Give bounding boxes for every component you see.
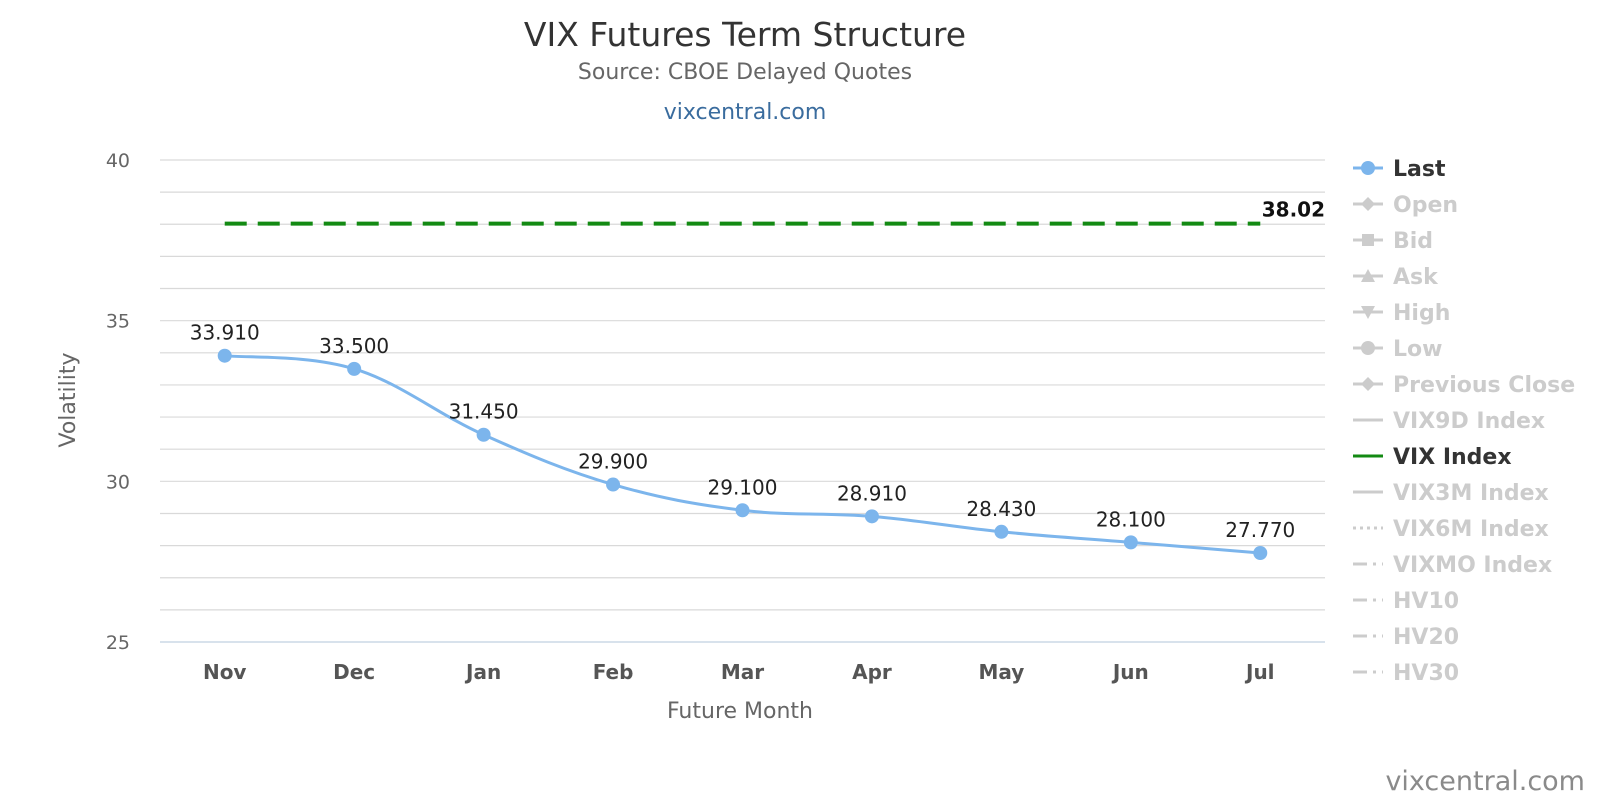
legend-item[interactable]: VIX3M Index bbox=[1353, 481, 1549, 506]
x-tick-label: Jun bbox=[1111, 660, 1149, 684]
legend-label: Previous Close bbox=[1393, 373, 1575, 398]
legend-label: Ask bbox=[1393, 265, 1439, 290]
y-tick-label: 30 bbox=[106, 471, 130, 493]
data-label: 29.100 bbox=[708, 475, 778, 499]
x-tick-label: Mar bbox=[721, 660, 764, 684]
last-data-point[interactable] bbox=[217, 348, 232, 363]
x-axis-ticks: Nov Dec Jan Feb Mar Apr May Jun Jul bbox=[203, 660, 1275, 684]
data-label: 33.500 bbox=[319, 334, 389, 358]
y-tick-label: 25 bbox=[106, 632, 130, 654]
legend-marker-square bbox=[1362, 234, 1374, 246]
legend-item[interactable]: VIX Index bbox=[1353, 445, 1512, 470]
last-data-point[interactable] bbox=[1253, 545, 1268, 560]
x-tick-label: Jan bbox=[464, 660, 501, 684]
data-label: 33.910 bbox=[190, 321, 260, 345]
vix-index-series: 38.02 bbox=[224, 198, 1325, 226]
last-data-point[interactable] bbox=[606, 477, 621, 492]
legend-item[interactable]: Previous Close bbox=[1353, 373, 1575, 398]
legend-label: VIXMO Index bbox=[1393, 553, 1552, 578]
data-label: 27.770 bbox=[1225, 518, 1295, 542]
y-tick-label: 35 bbox=[106, 311, 130, 333]
data-label: 28.430 bbox=[966, 497, 1036, 521]
x-tick-label: Jul bbox=[1244, 660, 1275, 684]
legend-marker-circle bbox=[1361, 341, 1375, 355]
legend-label: HV10 bbox=[1393, 589, 1459, 614]
credit-link[interactable]: vixcentral.com bbox=[1385, 766, 1585, 797]
x-tick-label: Feb bbox=[593, 660, 634, 684]
last-data-point[interactable] bbox=[735, 503, 750, 518]
legend-item[interactable]: VIXMO Index bbox=[1353, 553, 1552, 578]
x-tick-label: Apr bbox=[852, 660, 892, 684]
legend-label: HV20 bbox=[1393, 625, 1459, 650]
chart-subtitle: Source: CBOE Delayed Quotes bbox=[578, 60, 912, 85]
y-axis-ticks: 25 30 35 40 bbox=[106, 150, 130, 654]
data-label: 29.900 bbox=[578, 450, 648, 474]
x-tick-label: May bbox=[978, 660, 1024, 684]
source-link[interactable]: vixcentral.com bbox=[664, 100, 827, 125]
legend-label: Open bbox=[1393, 193, 1458, 218]
last-data-point[interactable] bbox=[864, 509, 879, 524]
last-data-point[interactable] bbox=[994, 524, 1009, 539]
data-label: 28.100 bbox=[1096, 507, 1166, 531]
legend-label: VIX Index bbox=[1393, 445, 1512, 470]
chart-title: VIX Futures Term Structure bbox=[524, 15, 966, 54]
legend-item[interactable]: Bid bbox=[1353, 229, 1433, 254]
legend-item[interactable]: Ask bbox=[1353, 265, 1439, 290]
x-axis-title: Future Month bbox=[667, 699, 813, 724]
legend: Last Open Bid Ask High Low Previous Close VIX9D… bbox=[1353, 157, 1575, 686]
legend-marker-triangle-down bbox=[1361, 306, 1375, 319]
y-axis-title: Volatility bbox=[56, 352, 81, 447]
x-tick-label: Dec bbox=[333, 660, 375, 684]
legend-item[interactable]: VIX6M Index bbox=[1353, 517, 1549, 542]
x-tick-label: Nov bbox=[203, 660, 247, 684]
legend-item[interactable]: HV30 bbox=[1353, 661, 1459, 686]
legend-item[interactable]: Low bbox=[1353, 337, 1442, 362]
vix-index-label: 38.02 bbox=[1262, 198, 1325, 222]
last-data-point[interactable] bbox=[347, 361, 362, 376]
legend-label: Last bbox=[1393, 157, 1446, 182]
data-label: 28.910 bbox=[837, 481, 907, 505]
legend-label: VIX6M Index bbox=[1393, 517, 1549, 542]
legend-label: High bbox=[1393, 301, 1450, 326]
legend-item[interactable]: Open bbox=[1353, 193, 1458, 218]
data-label: 31.450 bbox=[449, 400, 519, 424]
last-data-point[interactable] bbox=[476, 427, 491, 442]
legend-item[interactable]: HV20 bbox=[1353, 625, 1459, 650]
legend-item[interactable]: High bbox=[1353, 301, 1450, 326]
last-series: 33.910 33.500 31.450 29.900 29.100 28.910 28.4… bbox=[190, 321, 1295, 560]
legend-item[interactable]: Last bbox=[1353, 157, 1446, 182]
legend-item[interactable]: HV10 bbox=[1353, 589, 1459, 614]
gridlines bbox=[160, 159, 1325, 643]
legend-marker-diamond bbox=[1361, 197, 1375, 211]
legend-label: HV30 bbox=[1393, 661, 1459, 686]
legend-label: Bid bbox=[1393, 229, 1433, 254]
legend-label: VIX3M Index bbox=[1393, 481, 1549, 506]
legend-label: VIX9D Index bbox=[1393, 409, 1545, 434]
y-tick-label: 40 bbox=[106, 150, 130, 172]
last-data-point[interactable] bbox=[1123, 535, 1138, 550]
legend-marker-triangle bbox=[1361, 269, 1375, 282]
legend-item[interactable]: VIX9D Index bbox=[1353, 409, 1545, 434]
legend-marker-diamond bbox=[1361, 377, 1375, 391]
legend-marker-circle bbox=[1361, 161, 1375, 175]
legend-label: Low bbox=[1393, 337, 1442, 362]
